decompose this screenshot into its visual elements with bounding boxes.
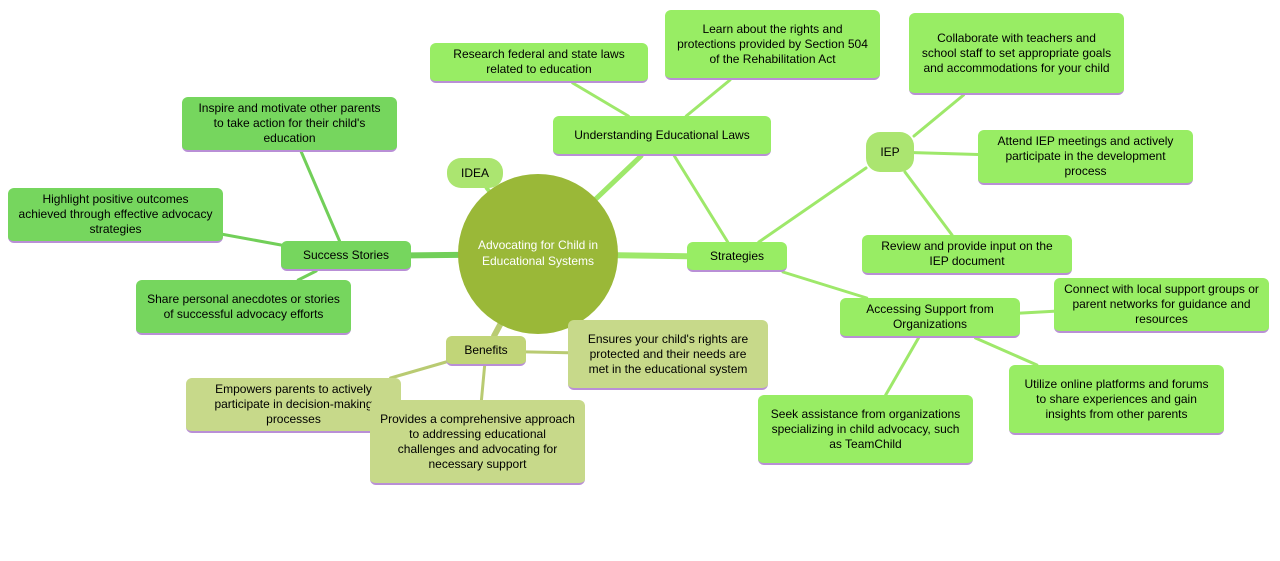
node-success-share: Share personal anecdotes or stories of s… (136, 280, 351, 335)
node-benefit-comprehensive: Provides a comprehensive approach to add… (370, 400, 585, 485)
node-iep-collaborate: Collaborate with teachers and school sta… (909, 13, 1124, 95)
node-access-organizations: Accessing Support from Organizations (840, 298, 1020, 338)
node-success-highlight: Highlight positive outcomes achieved thr… (8, 188, 223, 243)
node-success-inspire: Inspire and motivate other parents to ta… (182, 97, 397, 152)
node-research-laws: Research federal and state laws related … (430, 43, 648, 83)
node-strategies: Strategies (687, 242, 787, 272)
node-benefit-ensure: Ensures your child's rights are protecte… (568, 320, 768, 390)
node-idea: IDEA (447, 158, 503, 188)
node-iep-review: Review and provide input on the IEP docu… (862, 235, 1072, 275)
node-benefit-empower: Empowers parents to actively participate… (186, 378, 401, 433)
node-org-connect: Connect with local support groups or par… (1054, 278, 1269, 333)
node-org-online: Utilize online platforms and forums to s… (1009, 365, 1224, 435)
node-benefits: Benefits (446, 336, 526, 366)
node-success-stories: Success Stories (281, 241, 411, 271)
node-section-504: Learn about the rights and protections p… (665, 10, 880, 80)
center-node: Advocating for Child in Educational Syst… (458, 174, 618, 334)
node-iep-attend: Attend IEP meetings and actively partici… (978, 130, 1193, 185)
node-understanding-laws: Understanding Educational Laws (553, 116, 771, 156)
node-iep: IEP (866, 132, 914, 172)
node-org-seek: Seek assistance from organizations speci… (758, 395, 973, 465)
mindmap-canvas: Advocating for Child in Educational Syst… (0, 0, 1280, 561)
